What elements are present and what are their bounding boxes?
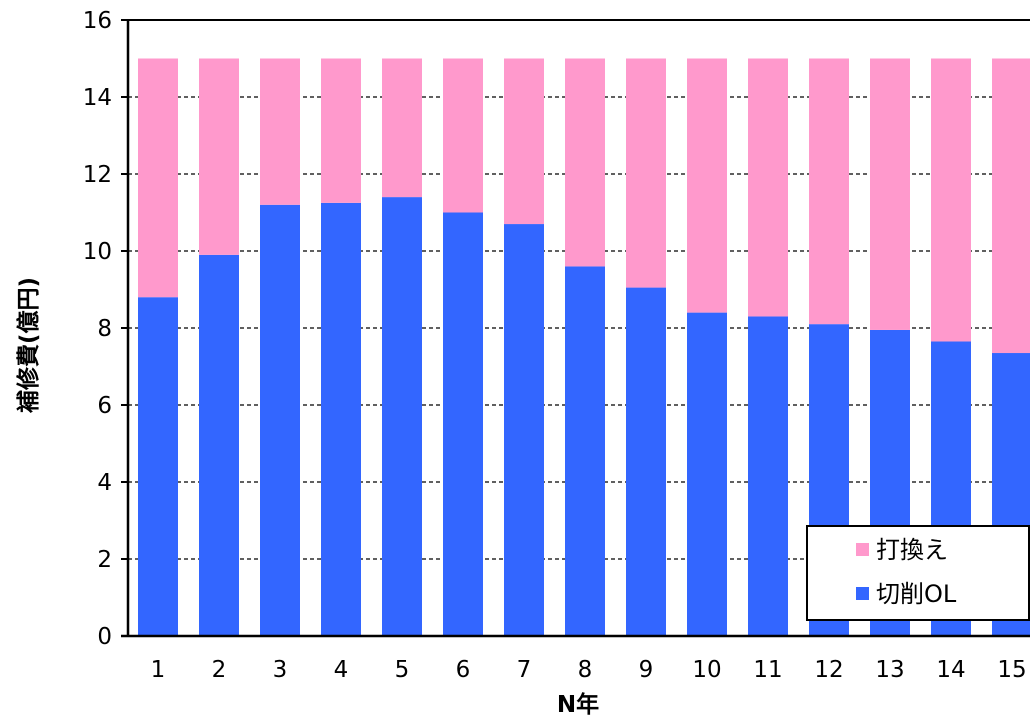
bar-sessaku-ol-7: [504, 224, 544, 637]
y-tick-labels: 0 2 4 6 8 10 12 14 16: [83, 8, 112, 650]
bar-sessaku-ol-8: [565, 266, 605, 636]
y-tick-label-8: 8: [97, 316, 112, 342]
x-tick-label-13: 13: [875, 657, 904, 683]
bar-sessaku-ol-3: [260, 204, 300, 637]
bar-uchikae-14: [931, 58, 971, 342]
bar-uchikae-3: [260, 58, 300, 205]
bar-uchikae-6: [443, 58, 483, 213]
bar-uchikae-15: [992, 58, 1030, 354]
bar-uchikae-11: [748, 58, 788, 317]
bar-uchikae-5: [382, 58, 422, 198]
bar-sessaku-ol-11: [748, 316, 788, 636]
bar-uchikae-13: [870, 58, 910, 330]
y-tick-label-10: 10: [83, 239, 112, 265]
x-tick-label-10: 10: [692, 657, 721, 683]
y-tick-label-12: 12: [83, 162, 112, 188]
x-tick-label-11: 11: [753, 657, 782, 683]
bar-uchikae-1: [138, 58, 178, 298]
bar-sessaku-ol-10: [687, 312, 727, 636]
x-tick-label-8: 8: [578, 657, 593, 683]
y-tick-label-14: 14: [83, 85, 112, 111]
x-tick-label-6: 6: [456, 657, 471, 683]
bar-uchikae-4: [321, 58, 361, 203]
y-tick-label-6: 6: [97, 393, 112, 419]
bar-uchikae-9: [626, 58, 666, 288]
bar-sessaku-ol-6: [443, 212, 483, 636]
bar-uchikae-10: [687, 58, 727, 313]
x-tick-labels: 1 2 3 4 5 6 7 8 9 10 11 12 13 14 15: [151, 657, 1027, 683]
legend-label-sessaku-ol: 切削OL: [876, 580, 957, 608]
axes: [121, 19, 1030, 638]
bar-sessaku-ol-2: [199, 254, 239, 636]
bar-sessaku-ol-5: [382, 197, 422, 636]
bar-uchikae-2: [199, 58, 239, 255]
legend-swatch-uchikae: [856, 543, 869, 556]
x-tick-label-7: 7: [517, 657, 532, 683]
bar-sessaku-ol-9: [626, 287, 666, 636]
bar-uchikae-12: [809, 58, 849, 325]
x-tick-label-1: 1: [151, 657, 166, 683]
y-tick-label-0: 0: [97, 624, 112, 650]
x-tick-label-4: 4: [334, 657, 349, 683]
x-tick-label-9: 9: [639, 657, 654, 683]
legend-label-uchikae: 打換え: [876, 536, 948, 564]
bar-sessaku-ol-4: [321, 202, 361, 636]
x-tick-label-12: 12: [814, 657, 843, 683]
y-tick-label-16: 16: [83, 8, 112, 34]
x-tick-label-14: 14: [936, 657, 965, 683]
legend-box: [806, 525, 1030, 621]
y-tick-label-2: 2: [97, 547, 112, 573]
x-tick-label-15: 15: [997, 657, 1026, 683]
y-axis-title: 補修費(億円): [15, 277, 42, 414]
bar-uchikae-8: [565, 58, 605, 267]
x-tick-label-3: 3: [273, 657, 288, 683]
legend-swatch-sessaku-ol: [856, 587, 869, 600]
x-axis-title: N年: [557, 691, 599, 718]
x-tick-label-5: 5: [395, 657, 410, 683]
bar-sessaku-ol-1: [138, 297, 178, 636]
y-tick-label-4: 4: [97, 470, 112, 496]
bar-uchikae-7: [504, 58, 544, 225]
x-tick-label-2: 2: [212, 657, 227, 683]
legend: 打換え 切削OL: [806, 525, 1030, 621]
